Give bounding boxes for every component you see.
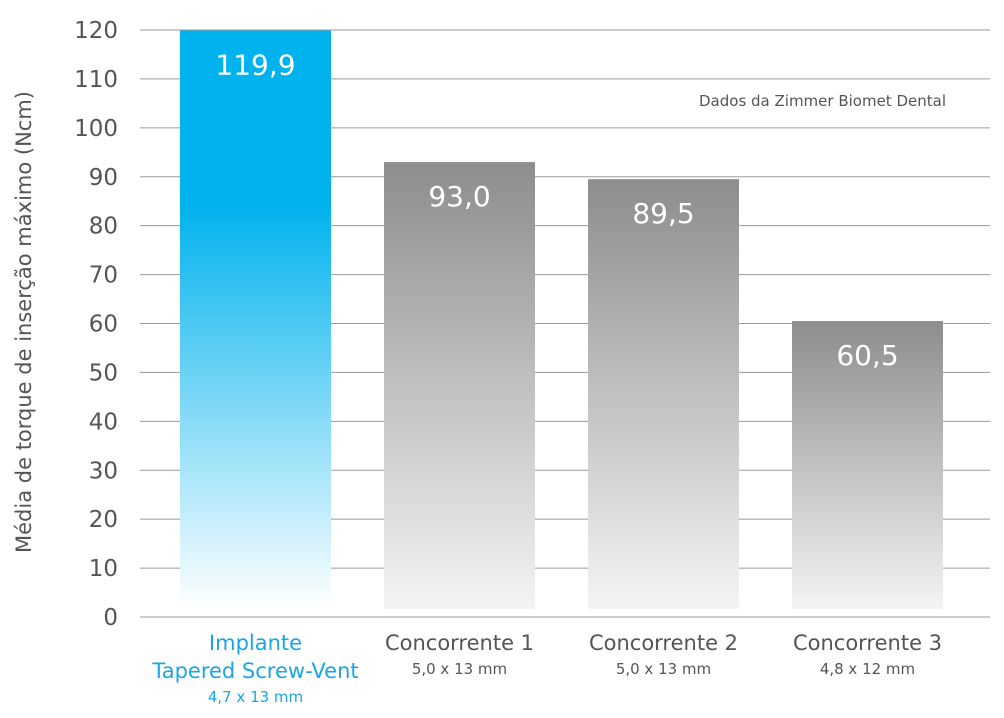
x-category-size: 5,0 x 13 mm	[616, 660, 711, 678]
x-category-label: Concorrente 1	[385, 631, 534, 655]
x-axis-labels: Implante Tapered Screw-Vent 4,7 x 13 mm Con…	[151, 631, 942, 706]
x-category-label: Concorrente 3	[793, 631, 942, 655]
y-tick-label: 120	[74, 18, 118, 44]
bar-value-label: 89,5	[632, 197, 694, 230]
y-tick-label: 10	[89, 556, 118, 582]
y-axis-ticks: 0 10 20 30 40 50 60 70 80 90 100 110 120	[74, 18, 118, 631]
y-tick-label: 50	[89, 360, 118, 386]
y-tick-label: 110	[74, 67, 118, 93]
bar	[384, 162, 535, 609]
y-tick-label: 100	[74, 116, 118, 142]
x-category-label: Concorrente 2	[589, 631, 738, 655]
y-tick-label: 20	[89, 507, 118, 533]
x-category-label: Tapered Screw-Vent	[151, 659, 358, 683]
bar-value-label: 119,9	[215, 48, 295, 81]
bar	[792, 321, 943, 609]
source-annotation: Dados da Zimmer Biomet Dental	[699, 92, 946, 110]
y-axis-label: Média de torque de inserção máximo (Ncm)	[12, 91, 36, 553]
x-category-size: 5,0 x 13 mm	[412, 660, 507, 678]
y-tick-label: 60	[89, 312, 118, 338]
x-category-label: Implante	[209, 631, 302, 655]
bar-value-label: 60,5	[836, 339, 898, 372]
x-category-size: 4,7 x 13 mm	[208, 688, 303, 706]
bar	[588, 179, 739, 609]
y-tick-label: 70	[89, 263, 118, 289]
x-category-size: 4,8 x 12 mm	[820, 660, 915, 678]
y-tick-label: 80	[89, 214, 118, 240]
y-tick-label: 40	[89, 409, 118, 435]
bar	[180, 30, 331, 610]
y-tick-label: 0	[103, 605, 118, 631]
bar-value-label: 93,0	[428, 180, 490, 213]
y-tick-label: 30	[89, 458, 118, 484]
bars: 119,9 93,0 89,5 60,5	[180, 30, 943, 610]
y-tick-label: 90	[89, 165, 118, 191]
